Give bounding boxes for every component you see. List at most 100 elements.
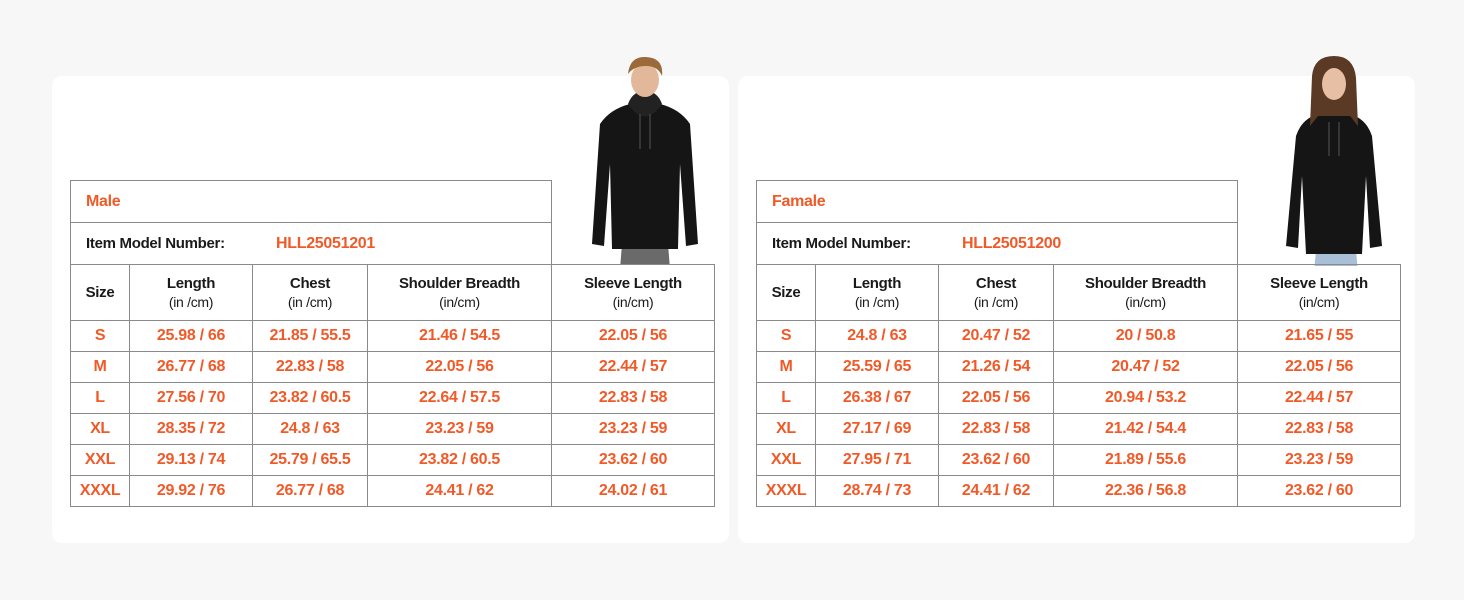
measurement-cell: 21.85 / 55.5 [252,320,368,352]
measurement-cell: 25.98 / 66 [129,320,253,352]
measurement-cell: 21.26 / 54 [938,351,1054,383]
model-number-value: HLL25051200 [962,234,1061,252]
column-unit: (in /cm) [854,293,900,310]
measurement-cell: 22.83 / 58 [551,382,715,414]
measurement-cell: 25.79 / 65.5 [252,444,368,476]
measurement-cell: 23.23 / 59 [1237,444,1402,476]
model-number-label: Item Model Number: [86,234,225,252]
measurement-cell: 29.92 / 76 [129,475,253,507]
column-name: Length [166,274,216,292]
male-size-table: Male Item Model Number: HLL25051201 Size Len… [70,180,715,507]
measurement-cell: 22.44 / 57 [551,351,715,383]
measurement-cell: 21.65 / 55 [1237,320,1402,352]
measurement-cell: 20.94 / 53.2 [1052,382,1239,414]
model-number-row: Item Model Number: HLL25051201 [70,222,552,265]
measurement-cell: 22.36 / 56.8 [1052,475,1239,507]
table-row: L 26.38 / 67 22.05 / 56 20.94 / 53.2 22.44 /… [756,382,1402,414]
table-title: Famale [755,180,1239,223]
size-cell: S [756,320,816,352]
measurement-cell: 21.42 / 54.4 [1052,413,1239,445]
model-number-row: Item Model Number: HLL25051200 [755,222,1239,265]
measurement-cell: 23.23 / 59 [551,413,715,445]
measurement-cell: 23.82 / 60.5 [367,444,552,476]
column-name: Length [852,274,902,292]
measurement-cell: 24.8 / 63 [252,413,368,445]
column-header: Length (in /cm) [815,264,939,321]
measurement-cell: 21.89 / 55.6 [1052,444,1239,476]
column-header: Shoulder Breadth (in/cm) [367,264,552,321]
female-size-table: Famale Item Model Number: HLL25051200 Size L… [755,180,1402,507]
measurement-cell: 20.47 / 52 [1052,351,1239,383]
measurement-cell: 24.41 / 62 [367,475,552,507]
table-row: M 26.77 / 68 22.83 / 58 22.05 / 56 22.44 / 5… [70,351,715,383]
column-header: Size [70,264,130,321]
table-row: XXXL 28.74 / 73 24.41 / 62 22.36 / 56.8 23.6… [756,475,1402,507]
column-unit: (in /cm) [287,293,333,310]
table-row: XXXL 29.92 / 76 26.77 / 68 24.41 / 62 24.02 … [70,475,715,507]
measurement-cell: 22.05 / 56 [938,382,1054,414]
measurement-cell: 22.83 / 58 [252,351,368,383]
measurement-cell: 24.02 / 61 [551,475,715,507]
photo-cell [551,180,715,265]
column-header: Length (in /cm) [129,264,253,321]
column-header: Size [756,264,816,321]
column-unit: (in/cm) [1298,293,1340,310]
size-cell: XL [70,413,130,445]
measurement-cell: 23.82 / 60.5 [252,382,368,414]
male-size-card: Male Item Model Number: HLL25051201 Size Len… [52,56,729,543]
column-unit: (in /cm) [973,293,1019,310]
table-title: Male [70,180,552,223]
size-cell: XL [756,413,816,445]
table-row: S 24.8 / 63 20.47 / 52 20 / 50.8 21.65 / 55 [756,320,1402,352]
size-cell: M [70,351,130,383]
column-unit: (in /cm) [168,293,214,310]
size-cell: L [70,382,130,414]
column-name: Sleeve Length [584,274,682,292]
table-row: M 25.59 / 65 21.26 / 54 20.47 / 52 22.05 / 5… [756,351,1402,383]
column-header: Shoulder Breadth (in/cm) [1052,264,1239,321]
table-row: XXL 29.13 / 74 25.79 / 65.5 23.82 / 60.5 23.… [70,444,715,476]
measurement-cell: 22.05 / 56 [367,351,552,383]
column-header: Sleeve Length (in/cm) [551,264,715,321]
measurement-cell: 23.62 / 60 [551,444,715,476]
column-name: Sleeve Length [1270,274,1368,292]
size-cell: L [756,382,816,414]
measurement-cell: 22.05 / 56 [1237,351,1402,383]
column-name: Shoulder Breadth [1084,274,1207,292]
measurement-cell: 28.74 / 73 [815,475,939,507]
measurement-cell: 23.23 / 59 [367,413,552,445]
photo-cell [1237,180,1401,265]
measurement-cell: 22.44 / 57 [1237,382,1402,414]
measurement-cell: 21.46 / 54.5 [367,320,552,352]
size-cell: XXL [756,444,816,476]
measurement-cell: 26.77 / 68 [129,351,253,383]
column-name: Size [771,283,801,301]
measurement-cell: 27.95 / 71 [815,444,939,476]
measurement-cell: 24.41 / 62 [938,475,1054,507]
measurement-cell: 23.62 / 60 [938,444,1054,476]
table-row: L 27.56 / 70 23.82 / 60.5 22.64 / 57.5 22.83… [70,382,715,414]
table-row: XXL 27.95 / 71 23.62 / 60 21.89 / 55.6 23.23… [756,444,1402,476]
model-number-value: HLL25051201 [276,234,375,252]
measurement-cell: 20.47 / 52 [938,320,1054,352]
header-row: Size Length (in /cm) Chest (in /cm) Shoulder … [756,264,1402,321]
size-cell: M [756,351,816,383]
size-cell: XXXL [70,475,130,507]
measurement-cell: 22.83 / 58 [938,413,1054,445]
column-name: Size [85,283,115,301]
column-name: Chest [975,274,1017,292]
table-row: XL 27.17 / 69 22.83 / 58 21.42 / 54.4 22.83 … [756,413,1402,445]
measurement-cell: 29.13 / 74 [129,444,253,476]
size-cell: S [70,320,130,352]
measurement-cell: 23.62 / 60 [1237,475,1402,507]
column-name: Chest [289,274,331,292]
measurement-cell: 22.05 / 56 [551,320,715,352]
measurement-cell: 20 / 50.8 [1052,320,1239,352]
measurement-cell: 27.17 / 69 [815,413,939,445]
column-header: Chest (in /cm) [938,264,1054,321]
measurement-cell: 25.59 / 65 [815,351,939,383]
measurement-cell: 27.56 / 70 [129,382,253,414]
measurement-cell: 26.38 / 67 [815,382,939,414]
table-row: XL 28.35 / 72 24.8 / 63 23.23 / 59 23.23 / 5… [70,413,715,445]
size-cell: XXL [70,444,130,476]
